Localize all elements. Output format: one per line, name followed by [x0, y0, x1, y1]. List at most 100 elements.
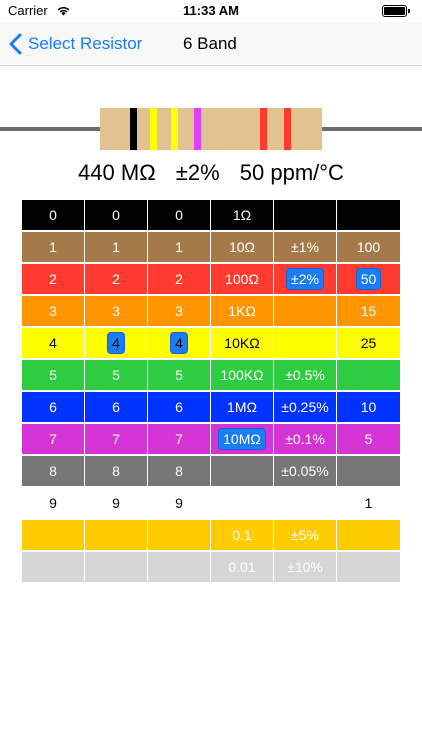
- grid-cell-label: 1: [49, 239, 57, 255]
- grid-cell-multiplier[interactable]: 100KΩ: [211, 360, 273, 390]
- grid-cell-multiplier[interactable]: 1Ω: [211, 200, 273, 230]
- grid-cell-tempco[interactable]: [337, 200, 400, 230]
- grid-cell-tolerance[interactable]: ±10%: [274, 552, 336, 582]
- grid-cell-digit-3[interactable]: 0: [148, 200, 210, 230]
- grid-cell-digit-3[interactable]: 3: [148, 296, 210, 326]
- grid-cell-tempco[interactable]: 1: [337, 488, 400, 518]
- grid-cell-digit-3[interactable]: 2: [148, 264, 210, 294]
- grid-cell-digit-3[interactable]: 1: [148, 232, 210, 262]
- grid-cell-tempco[interactable]: [337, 456, 400, 486]
- grid-cell-digit-2[interactable]: 7: [85, 424, 147, 454]
- grid-cell-label: 100Ω: [225, 271, 259, 287]
- grid-cell-tempco[interactable]: 15: [337, 296, 400, 326]
- grid-cell-tempco[interactable]: 100: [337, 232, 400, 262]
- grid-cell-tempco[interactable]: 5: [337, 424, 400, 454]
- grid-cell-multiplier[interactable]: 10Ω: [211, 232, 273, 262]
- grid-cell-label: 0: [49, 207, 57, 223]
- grid-cell-digit-3[interactable]: 8: [148, 456, 210, 486]
- wifi-icon: [57, 6, 70, 16]
- grid-cell-multiplier[interactable]: 0.1: [211, 520, 273, 550]
- grid-cell-multiplier[interactable]: 0.01: [211, 552, 273, 582]
- grid-cell-digit-1[interactable]: [22, 552, 84, 582]
- grid-cell-digit-2[interactable]: [85, 552, 147, 582]
- grid-cell-tolerance[interactable]: ±1%: [274, 232, 336, 262]
- grid-row: 2 2 2 100Ω ±2% 50: [22, 264, 400, 296]
- grid-cell-tolerance[interactable]: ±0.1%: [274, 424, 336, 454]
- grid-cell-label: ±0.05%: [281, 463, 329, 479]
- grid-cell-digit-3[interactable]: 7: [148, 424, 210, 454]
- grid-cell-digit-1[interactable]: 9: [22, 488, 84, 518]
- grid-cell-label: 5: [175, 367, 183, 383]
- grid-cell-digit-1[interactable]: 1: [22, 232, 84, 262]
- grid-cell-tolerance[interactable]: ±0.25%: [274, 392, 336, 422]
- grid-cell-digit-1[interactable]: 2: [22, 264, 84, 294]
- grid-cell-digit-2[interactable]: 6: [85, 392, 147, 422]
- grid-cell-multiplier[interactable]: 1MΩ: [211, 392, 273, 422]
- back-button[interactable]: Select Resistor: [8, 22, 142, 66]
- grid-cell-digit-1[interactable]: 6: [22, 392, 84, 422]
- grid-cell-multiplier[interactable]: 10MΩ: [211, 424, 273, 454]
- grid-cell-digit-3[interactable]: 5: [148, 360, 210, 390]
- grid-cell-digit-3[interactable]: 9: [148, 488, 210, 518]
- grid-cell-tolerance[interactable]: ±5%: [274, 520, 336, 550]
- grid-cell-tolerance[interactable]: ±0.5%: [274, 360, 336, 390]
- grid-cell-digit-1[interactable]: 3: [22, 296, 84, 326]
- grid-cell-digit-2[interactable]: 0: [85, 200, 147, 230]
- grid-cell-label: 7: [49, 431, 57, 447]
- grid-cell-multiplier[interactable]: [211, 488, 273, 518]
- grid-cell-digit-3[interactable]: 6: [148, 392, 210, 422]
- grid-cell-tolerance[interactable]: ±0.05%: [274, 456, 336, 486]
- grid-cell-tempco[interactable]: 10: [337, 392, 400, 422]
- grid-cell-digit-1[interactable]: 5: [22, 360, 84, 390]
- grid-cell-label: 6: [112, 399, 120, 415]
- grid-cell-digit-1[interactable]: 0: [22, 200, 84, 230]
- grid-cell-digit-3[interactable]: 4: [148, 328, 210, 358]
- grid-row: 7 7 7 10MΩ ±0.1% 5: [22, 424, 400, 456]
- grid-cell-multiplier[interactable]: [211, 456, 273, 486]
- grid-cell-digit-1[interactable]: 8: [22, 456, 84, 486]
- grid-row: 1 1 1 10Ω ±1% 100: [22, 232, 400, 264]
- grid-cell-label: 2: [175, 271, 183, 287]
- grid-cell-tolerance[interactable]: [274, 328, 336, 358]
- grid-cell-digit-2[interactable]: 9: [85, 488, 147, 518]
- grid-cell-label: 0.01: [228, 559, 256, 575]
- grid-cell-multiplier[interactable]: 1KΩ: [211, 296, 273, 326]
- grid-cell-label: 0: [112, 207, 120, 223]
- grid-cell-tolerance[interactable]: [274, 296, 336, 326]
- grid-cell-tempco[interactable]: 50: [337, 264, 400, 294]
- grid-cell-label: ±5%: [291, 527, 319, 543]
- resistor-body: [100, 108, 322, 150]
- grid-cell-tolerance[interactable]: [274, 200, 336, 230]
- grid-cell-digit-2[interactable]: 2: [85, 264, 147, 294]
- tolerance-value: ±2%: [175, 160, 220, 185]
- grid-cell-multiplier[interactable]: 100Ω: [211, 264, 273, 294]
- grid-cell-digit-2[interactable]: [85, 520, 147, 550]
- selected-value-label: 50: [355, 268, 382, 290]
- grid-cell-label: 0: [175, 207, 183, 223]
- grid-cell-label: 1: [364, 495, 373, 511]
- grid-cell-tempco[interactable]: 25: [337, 328, 400, 358]
- grid-cell-digit-1[interactable]: 4: [22, 328, 84, 358]
- selected-value-label: 10MΩ: [218, 428, 266, 450]
- grid-cell-digit-1[interactable]: 7: [22, 424, 84, 454]
- grid-cell-digit-2[interactable]: 3: [85, 296, 147, 326]
- grid-cell-label: 8: [175, 463, 183, 479]
- grid-cell-multiplier[interactable]: 10KΩ: [211, 328, 273, 358]
- resistor-lead-left: [0, 127, 100, 131]
- grid-cell-tolerance[interactable]: [274, 488, 336, 518]
- resistor-band-4: [194, 108, 201, 150]
- grid-cell-digit-2[interactable]: 8: [85, 456, 147, 486]
- grid-cell-tempco[interactable]: [337, 360, 400, 390]
- grid-cell-digit-3[interactable]: [148, 552, 210, 582]
- grid-cell-digit-3[interactable]: [148, 520, 210, 550]
- grid-cell-digit-2[interactable]: 1: [85, 232, 147, 262]
- grid-cell-digit-2[interactable]: 5: [85, 360, 147, 390]
- grid-cell-tempco[interactable]: [337, 552, 400, 582]
- grid-cell-digit-2[interactable]: 4: [85, 328, 147, 358]
- grid-cell-tolerance[interactable]: ±2%: [274, 264, 336, 294]
- grid-cell-digit-1[interactable]: [22, 520, 84, 550]
- grid-cell-label: 5: [49, 367, 57, 383]
- grid-cell-tempco[interactable]: [337, 520, 400, 550]
- grid-cell-label: 10Ω: [228, 239, 256, 255]
- grid-cell-label: 10: [360, 399, 377, 415]
